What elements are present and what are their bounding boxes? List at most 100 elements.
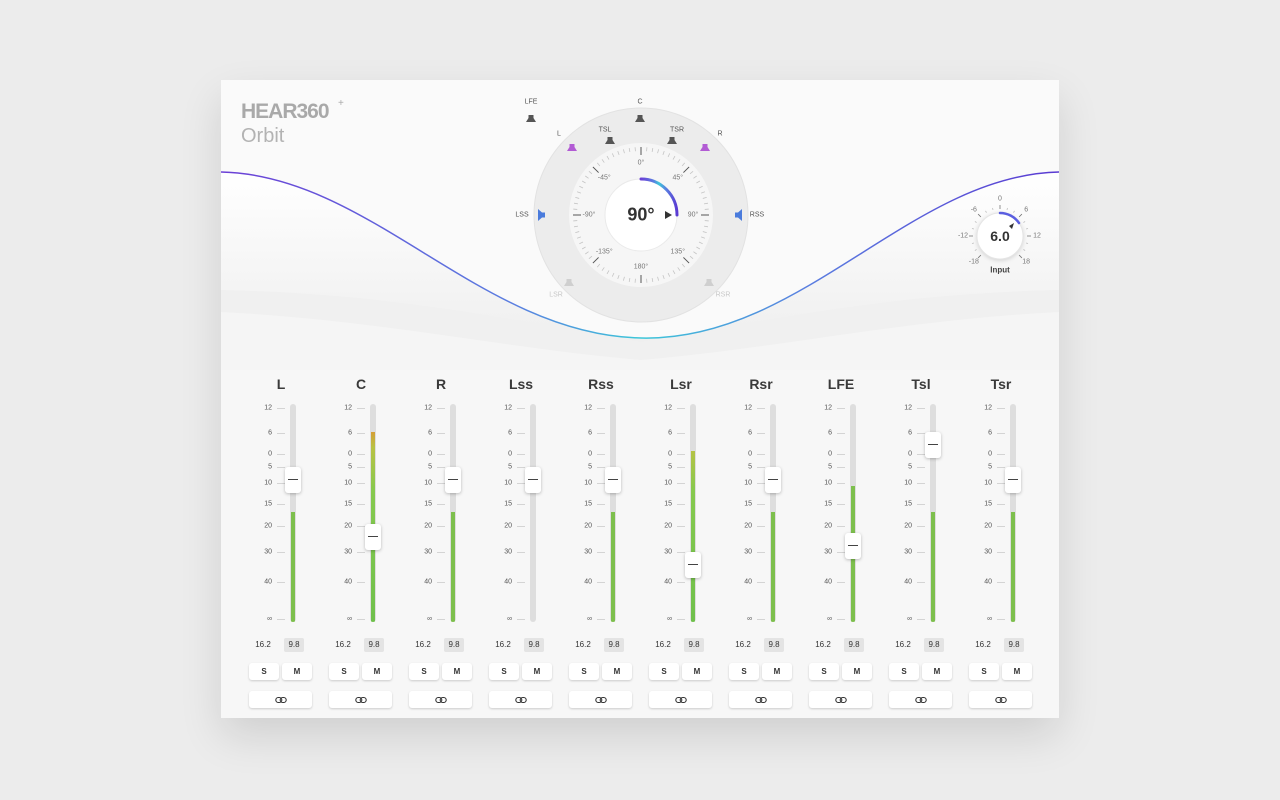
fader-scale-label: 12: [664, 404, 672, 412]
fader-scale-label: 15: [824, 500, 832, 508]
speaker-r-icon[interactable]: [700, 144, 710, 151]
level-readout[interactable]: 9.8: [284, 638, 304, 652]
fader-scale-tick: [437, 582, 445, 583]
fader-scale-tick: [437, 483, 445, 484]
mute-button[interactable]: M: [602, 663, 632, 680]
fader-track[interactable]: [690, 404, 696, 622]
fader-handle[interactable]: [685, 552, 701, 578]
speaker-lfe-icon[interactable]: [526, 115, 536, 122]
fader-handle[interactable]: [845, 533, 861, 559]
speaker-lss-icon[interactable]: [538, 209, 545, 221]
fader-handle[interactable]: [925, 432, 941, 458]
fader-scale-tick: [437, 619, 445, 620]
fader-handle[interactable]: [365, 524, 381, 550]
orbit-angle-readout[interactable]: 90°: [627, 204, 655, 225]
speaker-l-icon[interactable]: [567, 144, 577, 151]
solo-button[interactable]: S: [809, 663, 839, 680]
solo-button[interactable]: S: [409, 663, 439, 680]
fader-scale-tick: [677, 408, 685, 409]
level-meter: [771, 512, 775, 622]
link-button[interactable]: [249, 691, 312, 708]
link-button[interactable]: [809, 691, 872, 708]
solo-button[interactable]: S: [969, 663, 999, 680]
fader-handle[interactable]: [445, 467, 461, 493]
fader-handle[interactable]: [765, 467, 781, 493]
fader-scale-label: 40: [744, 578, 752, 586]
fader-scale-label: 12: [584, 404, 592, 412]
mute-button[interactable]: M: [442, 663, 472, 680]
mute-button[interactable]: M: [762, 663, 792, 680]
fader-scale-tick: [597, 526, 605, 527]
channel-strip: LFE 12 6 0 5 10 15 20 30 40 ∞ 16.2 9.8 S M: [809, 370, 873, 708]
fader-track[interactable]: [770, 404, 776, 622]
solo-button[interactable]: S: [489, 663, 519, 680]
solo-button[interactable]: S: [889, 663, 919, 680]
level-meter: [611, 512, 615, 622]
fader-scale-tick: [437, 433, 445, 434]
solo-button[interactable]: S: [729, 663, 759, 680]
fader-track[interactable]: [290, 404, 296, 622]
channel-name: Tsl: [911, 376, 931, 392]
fader-track[interactable]: [930, 404, 936, 622]
fader-track[interactable]: [450, 404, 456, 622]
fader-scale-label: 30: [344, 548, 352, 556]
level-readout[interactable]: 9.8: [924, 638, 944, 652]
fader-handle[interactable]: [605, 467, 621, 493]
speaker-rsr-icon[interactable]: [704, 279, 714, 286]
fader-track[interactable]: [530, 404, 536, 622]
link-button[interactable]: [649, 691, 712, 708]
speaker-tsl-icon[interactable]: [605, 137, 615, 144]
fader-scale-label: ∞: [747, 615, 752, 623]
solo-button[interactable]: S: [569, 663, 599, 680]
link-button[interactable]: [329, 691, 392, 708]
brand-plus: +: [338, 98, 344, 109]
fader-track[interactable]: [370, 404, 376, 622]
fader-scale-tick: [917, 619, 925, 620]
level-readout[interactable]: 9.8: [764, 638, 784, 652]
fader-scale-tick: [357, 552, 365, 553]
level-readout[interactable]: 9.8: [1004, 638, 1024, 652]
level-readout[interactable]: 9.8: [524, 638, 544, 652]
speaker-lss-label: LSS: [515, 211, 529, 219]
fader-handle[interactable]: [285, 467, 301, 493]
speaker-lsr-icon[interactable]: [564, 279, 574, 286]
fader-scale-tick: [757, 454, 765, 455]
link-button[interactable]: [569, 691, 632, 708]
fader-track[interactable]: [1010, 404, 1016, 622]
speaker-tsr-icon[interactable]: [667, 137, 677, 144]
fader-scale-tick: [357, 433, 365, 434]
mute-button[interactable]: M: [682, 663, 712, 680]
link-button[interactable]: [889, 691, 952, 708]
link-button[interactable]: [729, 691, 792, 708]
mute-button[interactable]: M: [922, 663, 952, 680]
fader-handle[interactable]: [525, 467, 541, 493]
fader-scale-tick: [277, 433, 285, 434]
speaker-rss-icon[interactable]: [735, 209, 742, 221]
level-readout[interactable]: 9.8: [604, 638, 624, 652]
mute-button[interactable]: M: [842, 663, 872, 680]
mute-button[interactable]: M: [522, 663, 552, 680]
mute-button[interactable]: M: [362, 663, 392, 680]
fader-track[interactable]: [850, 404, 856, 622]
solo-button[interactable]: S: [649, 663, 679, 680]
input-knob-value[interactable]: 6.0: [990, 228, 1010, 244]
level-readout[interactable]: 9.8: [844, 638, 864, 652]
mute-button[interactable]: M: [1002, 663, 1032, 680]
fader-track[interactable]: [610, 404, 616, 622]
speaker-c-icon[interactable]: [635, 115, 645, 122]
fader-scale-label: 20: [664, 522, 672, 530]
fader-scale-tick: [837, 504, 845, 505]
level-readout[interactable]: 9.8: [364, 638, 384, 652]
mute-button[interactable]: M: [282, 663, 312, 680]
level-readout[interactable]: 9.8: [684, 638, 704, 652]
fader-scale-tick: [277, 552, 285, 553]
fader-handle[interactable]: [1005, 467, 1021, 493]
channel-strip: Lsr 12 6 0 5 10 15 20 30 40 ∞ 16.2 9.8 S M: [649, 370, 713, 708]
solo-button[interactable]: S: [249, 663, 279, 680]
level-readout[interactable]: 9.8: [444, 638, 464, 652]
link-button[interactable]: [409, 691, 472, 708]
fader-scale-label: 10: [904, 479, 912, 487]
link-button[interactable]: [489, 691, 552, 708]
link-button[interactable]: [969, 691, 1032, 708]
solo-button[interactable]: S: [329, 663, 359, 680]
